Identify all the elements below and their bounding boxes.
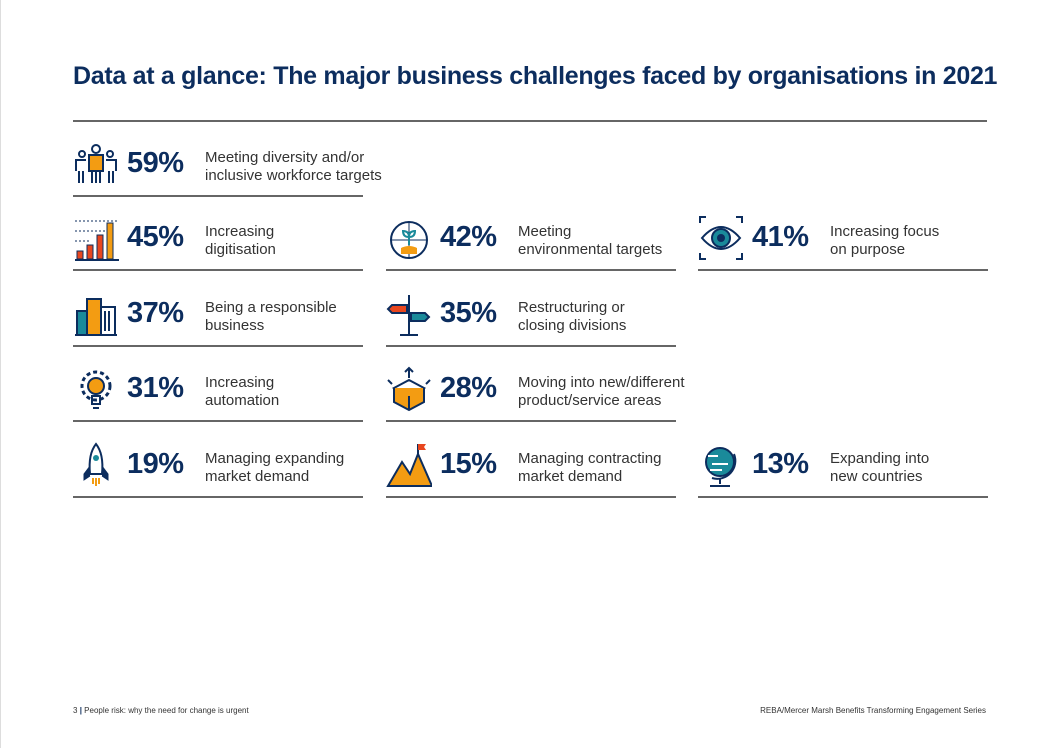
label-line-2: new countries <box>830 468 923 485</box>
challenge-percentage: 41% <box>752 221 809 253</box>
footer-left: 3 | People risk: why the need for change… <box>73 706 249 715</box>
challenge-label: Meeting diversity and/or inclusive workfo… <box>205 149 405 185</box>
challenge-label: Increasing focus on purpose <box>830 223 1030 259</box>
challenge-percentage: 31% <box>127 372 184 404</box>
buildings-icon <box>75 298 117 336</box>
signpost-icon <box>386 295 431 336</box>
people-icon <box>75 144 117 183</box>
label-line-1: Meeting diversity and/or <box>205 149 365 166</box>
box-arrows-icon <box>387 366 431 412</box>
label-line-2: business <box>205 317 265 334</box>
page-number: 3 <box>73 706 78 715</box>
label-line-1: Increasing <box>205 223 275 240</box>
label-line-2: digitisation <box>205 241 276 258</box>
label-line-2: on purpose <box>830 241 906 258</box>
challenge-label: Moving into new/different product/service… <box>518 374 718 410</box>
challenge-label: Managing contracting market demand <box>518 450 718 486</box>
globe-plant-icon <box>390 221 428 259</box>
globe-stand-icon <box>705 447 737 487</box>
footer-separator: | <box>79 706 82 715</box>
challenge-percentage: 19% <box>127 448 184 480</box>
challenge-label: Restructuring or closing divisions <box>518 299 718 335</box>
challenge-percentage: 28% <box>440 372 497 404</box>
label-line-1: Meeting <box>518 223 572 240</box>
mountain-flag-icon <box>386 444 432 487</box>
challenge-label: Increasing digitisation <box>205 223 405 259</box>
title-divider <box>73 120 987 122</box>
footer-section-title: People risk: why the need for change is … <box>84 706 249 715</box>
bar-chart-icon <box>75 220 119 261</box>
challenge-item: 28% Moving into new/different product/ser… <box>386 358 685 422</box>
label-line-2: inclusive workforce targets <box>205 167 382 184</box>
label-line-1: Moving into new/different <box>518 374 685 391</box>
challenge-item: 15% Managing contracting market demand <box>386 434 676 498</box>
challenge-percentage: 13% <box>752 448 809 480</box>
challenge-item: 45% Increasing digitisation <box>73 207 363 271</box>
label-line-1: Increasing focus <box>830 223 940 240</box>
challenge-label: Being a responsible business <box>205 299 405 335</box>
label-line-1: Managing expanding <box>205 450 345 467</box>
label-line-2: environmental targets <box>518 241 663 258</box>
challenge-item: 19% Managing expanding market demand <box>73 434 363 498</box>
challenge-percentage: 42% <box>440 221 497 253</box>
challenge-percentage: 37% <box>127 297 184 329</box>
label-line-2: market demand <box>205 468 310 485</box>
challenge-label: Meeting environmental targets <box>518 223 718 259</box>
footer-right: REBA/Mercer Marsh Benefits Transforming … <box>760 706 986 715</box>
page-title: Data at a glance: The major business cha… <box>73 62 998 90</box>
challenge-label: Managing expanding market demand <box>205 450 405 486</box>
label-line-2: product/service areas <box>518 392 662 409</box>
eye-icon <box>699 216 743 260</box>
challenge-item: 42% Meeting environmental targets <box>386 207 676 271</box>
challenge-item: 41% Increasing focus on purpose <box>698 207 988 271</box>
challenge-percentage: 45% <box>127 221 184 253</box>
label-line-2: automation <box>205 392 280 409</box>
challenge-label: Increasing automation <box>205 374 405 410</box>
label-line-2: market demand <box>518 468 623 485</box>
challenge-percentage: 59% <box>127 147 184 179</box>
label-line-1: Being a responsible <box>205 299 337 316</box>
challenge-percentage: 15% <box>440 448 497 480</box>
challenge-item: 31% Increasing automation <box>73 358 363 422</box>
label-line-2: closing divisions <box>518 317 627 334</box>
challenge-percentage: 35% <box>440 297 497 329</box>
challenge-item: 37% Being a responsible business <box>73 283 363 347</box>
challenge-item: 35% Restructuring or closing divisions <box>386 283 676 347</box>
label-line-1: Expanding into <box>830 450 930 467</box>
gear-bulb-icon <box>80 370 112 409</box>
label-line-1: Restructuring or <box>518 299 625 316</box>
rocket-icon <box>83 442 109 486</box>
label-line-1: Managing contracting <box>518 450 662 467</box>
challenge-item: 13% Expanding into new countries <box>698 434 988 498</box>
challenge-label: Expanding into new countries <box>830 450 1030 486</box>
challenge-item: 59% Meeting diversity and/or inclusive wo… <box>73 133 382 197</box>
label-line-1: Increasing <box>205 374 275 391</box>
